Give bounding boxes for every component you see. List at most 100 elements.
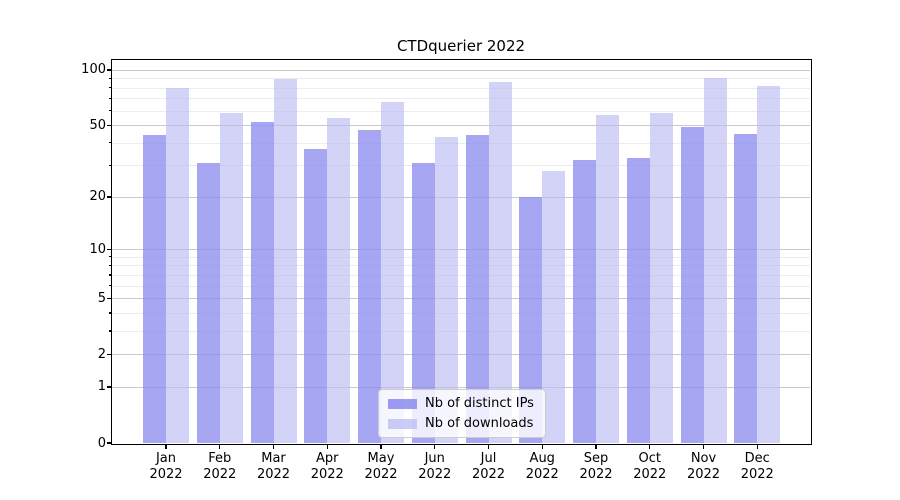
gridline-major-5: [112, 298, 810, 300]
bar-distinct-ips-jan: [143, 135, 166, 443]
x-tick-mark-dec: [756, 444, 758, 449]
y-tick-mark-50: [107, 124, 111, 126]
bar-downloads-may: [381, 101, 404, 443]
gridline-minor-40: [112, 142, 810, 144]
y-minor-tick-mark-70: [108, 97, 111, 100]
chart-title: CTDquerier 2022: [396, 37, 526, 55]
x-tick-mark-jan: [165, 444, 167, 449]
bar-distinct-ips-mar: [250, 122, 274, 443]
x-tick-mark-jun: [434, 444, 436, 449]
bar-downloads-jul: [488, 82, 512, 443]
bar-downloads-jun: [434, 137, 458, 443]
bar-downloads-feb: [219, 113, 243, 443]
y-minor-tick-mark-9: [108, 256, 111, 258]
bar-distinct-ips-sep: [573, 160, 596, 443]
x-tick-label-may: May 2022: [364, 451, 398, 482]
gridline-minor-8: [112, 265, 810, 267]
y-minor-tick-mark-80: [108, 87, 111, 89]
bar-distinct-ips-feb: [196, 162, 220, 443]
x-tick-label-dec: Dec 2022: [740, 451, 774, 482]
y-tick-label-1: 1: [97, 379, 106, 395]
legend-label-downloads: Nb of downloads: [425, 415, 534, 431]
gridline-major-100: [112, 69, 810, 71]
y-minor-tick-mark-6: [108, 285, 111, 287]
x-tick-mark-oct: [649, 444, 651, 449]
legend-swatch-downloads: [388, 418, 417, 429]
x-tick-label-feb: Feb 2022: [203, 451, 237, 482]
x-tick-mark-may: [380, 444, 382, 449]
y-tick-label-100: 100: [81, 62, 106, 78]
y-tick-mark-1: [107, 386, 111, 388]
y-tick-mark-20: [107, 196, 111, 198]
x-tick-mark-aug: [541, 444, 543, 449]
gridline-minor-7: [112, 274, 810, 276]
x-tick-label-jan: Jan 2022: [149, 451, 183, 482]
bar-downloads-aug: [542, 170, 566, 443]
plot-area: [112, 60, 810, 443]
y-tick-mark-10: [107, 248, 111, 250]
bar-distinct-ips-jul: [465, 135, 489, 443]
bar-distinct-ips-oct: [626, 157, 650, 443]
y-tick-label-5: 5: [97, 290, 106, 306]
bar-downloads-apr: [327, 117, 351, 443]
gridline-major-10: [112, 249, 810, 251]
y-minor-tick-mark-30: [108, 164, 111, 167]
gridline-minor-6: [112, 285, 810, 287]
x-tick-mark-mar: [272, 444, 275, 449]
y-minor-tick-mark-4: [108, 312, 111, 314]
x-tick-mark-feb: [219, 444, 221, 449]
bar-downloads-oct: [649, 113, 673, 443]
x-tick-label-oct: Oct 2022: [633, 451, 667, 482]
x-tick-label-jun: Jun 2022: [418, 451, 452, 482]
gridline-minor-9: [112, 256, 810, 258]
y-tick-label-2: 2: [97, 346, 106, 362]
gridline-major-1: [112, 386, 810, 388]
x-tick-label-jul: Jul 2022: [471, 451, 506, 482]
gridline-minor-70: [112, 98, 810, 100]
gridline-minor-60: [112, 110, 810, 112]
y-tick-label-50: 50: [89, 117, 106, 133]
legend-label-distinct-ips: Nb of distinct IPs: [425, 395, 534, 411]
x-tick-mark-nov: [702, 444, 705, 449]
gridline-minor-30: [112, 165, 810, 167]
bar-distinct-ips-dec: [734, 133, 758, 443]
bar-downloads-dec: [757, 85, 781, 443]
y-minor-tick-mark-7: [108, 274, 111, 276]
bar-distinct-ips-may: [358, 130, 381, 443]
x-tick-mark-apr: [326, 444, 328, 449]
y-tick-mark-5: [107, 297, 111, 299]
y-tick-label-20: 20: [89, 189, 106, 205]
bar-downloads-jan: [166, 87, 189, 443]
gridline-minor-3: [112, 330, 810, 332]
legend-item-distinct-ips: Nb of distinct IPs: [388, 396, 536, 412]
y-tick-label-10: 10: [89, 241, 106, 257]
y-minor-tick-mark-90: [108, 77, 111, 79]
gridline-major-2: [112, 354, 810, 356]
bar-distinct-ips-jun: [411, 162, 435, 443]
y-minor-tick-mark-3: [108, 330, 111, 332]
y-tick-mark-100: [107, 69, 111, 71]
bar-downloads-sep: [596, 114, 619, 443]
gridline-minor-90: [112, 78, 810, 80]
y-tick-mark-0: [107, 442, 111, 444]
gridline-minor-80: [112, 87, 810, 89]
bar-downloads-mar: [273, 79, 297, 443]
legend-swatch-distinct-ips: [388, 398, 417, 409]
bar-distinct-ips-nov: [680, 126, 704, 443]
x-tick-label-nov: Nov 2022: [686, 451, 721, 482]
y-tick-mark-2: [107, 353, 111, 355]
legend-item-downloads: Nb of downloads: [388, 416, 536, 432]
y-minor-tick-mark-60: [108, 110, 111, 112]
x-tick-label-sep: Sep 2022: [579, 451, 613, 482]
y-tick-label-0: 0: [97, 435, 106, 451]
bar-downloads-nov: [703, 77, 727, 443]
x-tick-label-mar: Mar 2022: [256, 451, 291, 482]
legend: Nb of distinct IPs Nb of downloads: [378, 389, 546, 438]
x-tick-label-apr: Apr 2022: [310, 451, 344, 482]
x-tick-mark-jul: [487, 444, 490, 449]
x-tick-mark-sep: [595, 444, 597, 449]
bar-distinct-ips-aug: [519, 196, 543, 443]
x-tick-label-aug: Aug 2022: [525, 451, 559, 482]
bar-distinct-ips-apr: [304, 149, 328, 443]
